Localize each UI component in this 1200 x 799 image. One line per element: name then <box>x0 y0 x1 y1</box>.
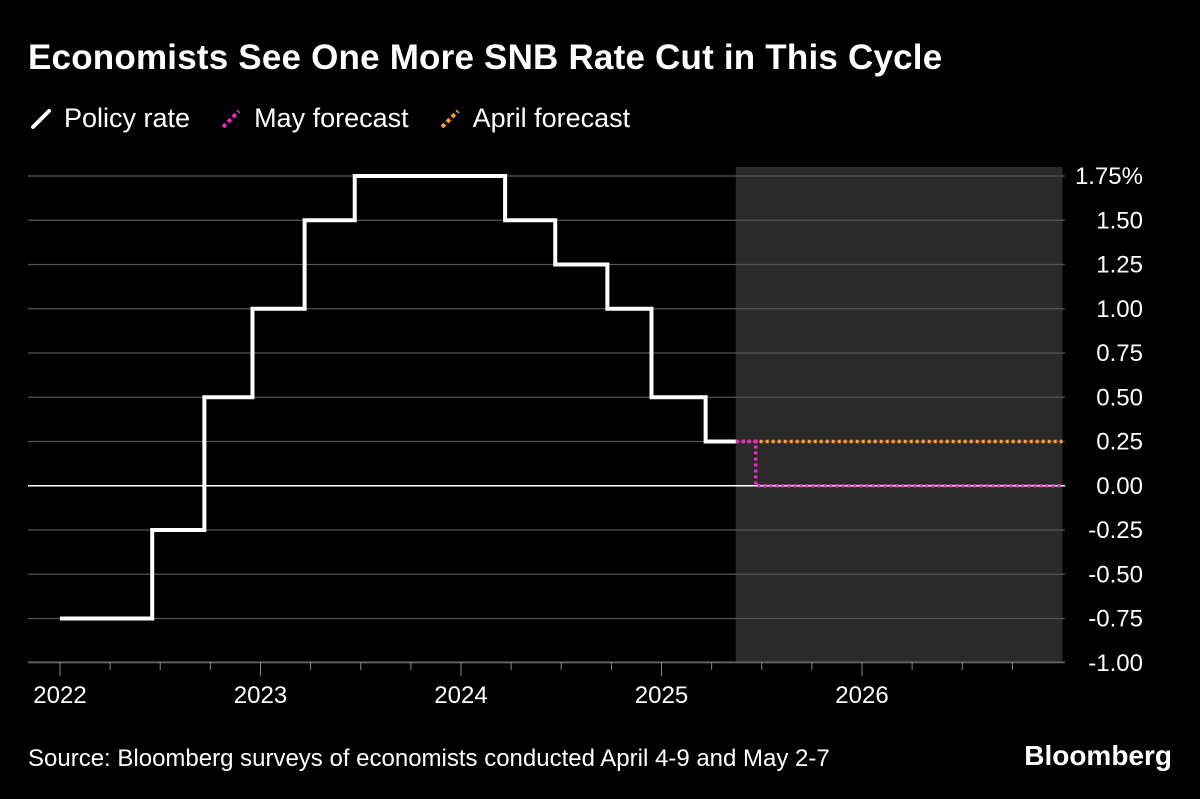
y-tick-label: 1.75% <box>1075 163 1143 190</box>
y-tick-label: 1.50 <box>1096 207 1143 234</box>
y-tick-label: -0.75 <box>1088 606 1143 633</box>
source-note: Source: Bloomberg surveys of economists … <box>28 745 830 772</box>
y-tick-label: 1.25 <box>1096 252 1143 279</box>
legend-item-april-forecast: April forecast <box>439 103 631 134</box>
y-tick-label: 0.50 <box>1096 384 1143 411</box>
legend-swatch-policy-rate <box>30 108 52 130</box>
x-tick-label: 2025 <box>635 682 688 709</box>
x-tick-label: 2022 <box>33 682 86 709</box>
legend-label-policy-rate: Policy rate <box>64 103 191 133</box>
y-tick-label: -0.50 <box>1088 561 1143 588</box>
x-tick-label: 2024 <box>434 682 487 709</box>
legend: Policy rate May forecast April forecast <box>30 103 630 134</box>
forecast-shade <box>735 167 1063 663</box>
x-tick-label: 2026 <box>835 682 888 709</box>
legend-swatch-may-forecast <box>220 108 242 130</box>
y-tick-label: -0.25 <box>1088 517 1143 544</box>
brand-logo: Bloomberg <box>1024 740 1172 771</box>
series-line-policy-rate <box>60 174 736 621</box>
y-tick-label: 1.00 <box>1096 296 1143 323</box>
series-line-may-forecast <box>735 439 1063 488</box>
legend-label-may-forecast: May forecast <box>254 103 409 133</box>
x-tick-label: 2023 <box>234 682 287 709</box>
legend-item-policy-rate: Policy rate <box>30 103 190 134</box>
legend-item-may-forecast: May forecast <box>220 103 409 134</box>
legend-label-april-forecast: April forecast <box>472 103 631 133</box>
y-tick-label: -1.00 <box>1088 650 1143 677</box>
legend-swatch-april-forecast <box>439 108 461 130</box>
y-tick-label: 0.75 <box>1096 340 1143 367</box>
y-tick-label: 0.00 <box>1096 473 1143 500</box>
y-tick-label: 0.25 <box>1096 429 1143 456</box>
chart-title: Economists See One More SNB Rate Cut in … <box>28 38 943 77</box>
